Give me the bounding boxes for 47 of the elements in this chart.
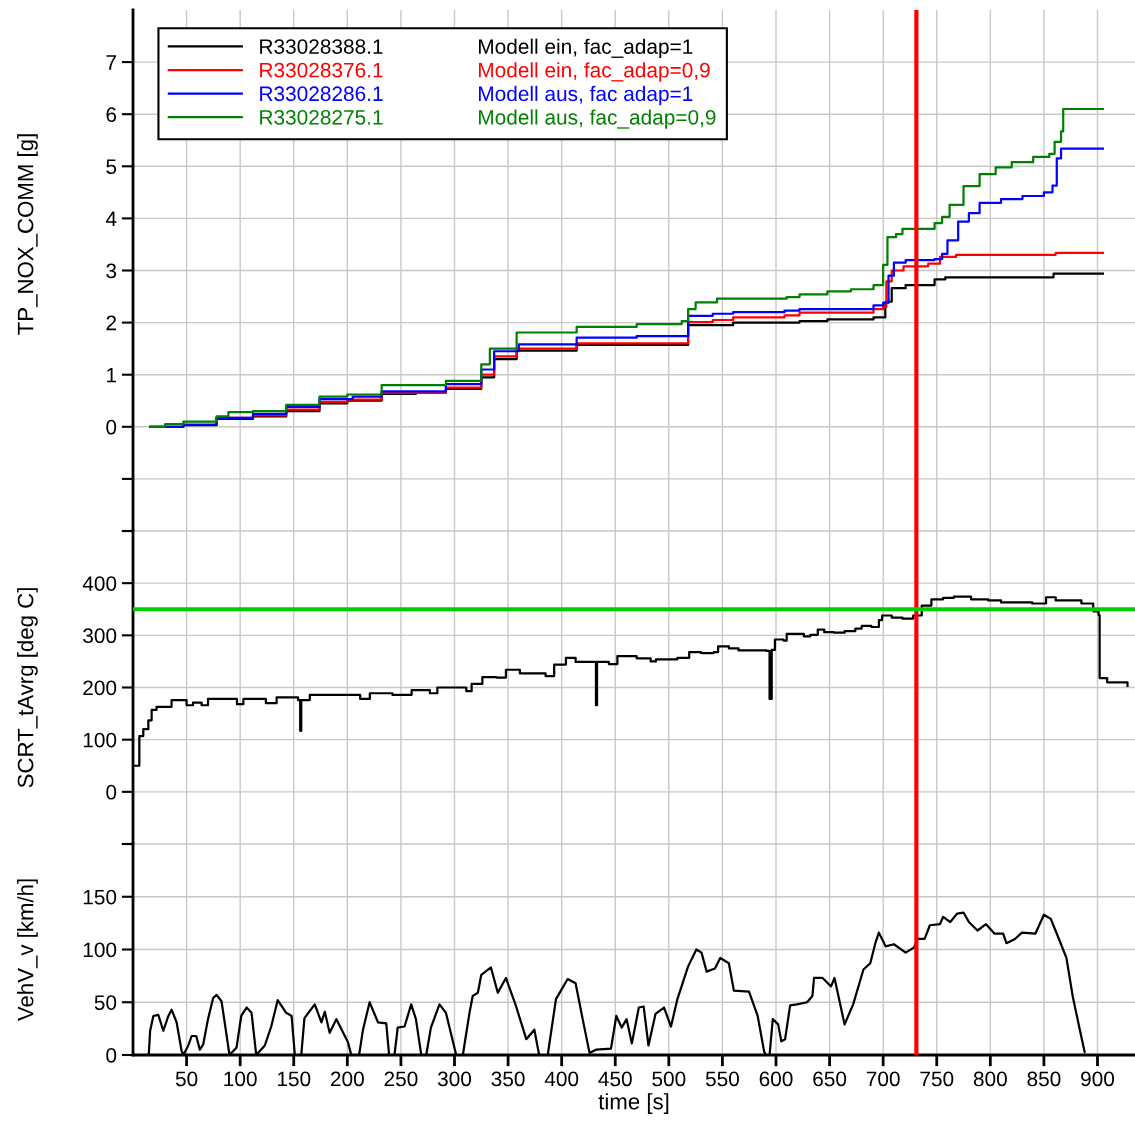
y-tick-label: 400 bbox=[82, 576, 117, 591]
x-tick-label: 850 bbox=[1027, 1071, 1061, 1087]
y-tick-label: 100 bbox=[83, 942, 117, 958]
y-tick-label: 3 bbox=[106, 263, 117, 279]
legend-label: R33028376.1 bbox=[260, 62, 383, 78]
y-tick-label: 4 bbox=[105, 211, 117, 226]
y-axis-title: VehV_v [km/h] bbox=[17, 879, 38, 1022]
legend-label: R33028275.1 bbox=[260, 109, 383, 125]
y-axis-title: SCRT_tAvrg [deg C] bbox=[17, 588, 38, 788]
y-axis-title: TP_NOX_COMM [g] bbox=[17, 134, 38, 335]
annotation: Modell ein, fac_adap=0,9 bbox=[479, 62, 710, 82]
x-tick-label: 800 bbox=[973, 1071, 1007, 1087]
x-tick-label: 100 bbox=[224, 1071, 257, 1087]
x-tick-label: 400 bbox=[544, 1071, 579, 1087]
y-tick-label: 0 bbox=[106, 784, 117, 800]
x-tick-label: 350 bbox=[491, 1071, 525, 1087]
y-tick-label: 200 bbox=[83, 680, 117, 696]
y-tick-label: 100 bbox=[83, 732, 117, 748]
x-tick-label: 700 bbox=[866, 1071, 900, 1087]
y-tick-label: 7 bbox=[106, 55, 116, 70]
x-tick-label: 450 bbox=[598, 1071, 632, 1087]
x-tick-label: 50 bbox=[175, 1071, 198, 1087]
y-tick-label: 2 bbox=[106, 315, 116, 331]
legend-label: R33028286.1 bbox=[260, 86, 383, 102]
y-tick-label: 6 bbox=[106, 107, 117, 122]
x-tick-label: 500 bbox=[652, 1071, 686, 1087]
x-axis-title: time [s] bbox=[598, 1093, 669, 1114]
annotation: Modell aus, fac adap=1 bbox=[479, 85, 693, 106]
y-tick-label: 1 bbox=[107, 367, 117, 383]
x-tick-label: 150 bbox=[277, 1071, 311, 1087]
x-tick-label: 200 bbox=[331, 1071, 364, 1087]
x-tick-label: 300 bbox=[437, 1071, 472, 1087]
annotation: Modell ein, fac_adap=1 bbox=[479, 38, 693, 59]
y-tick-label: 300 bbox=[83, 628, 117, 644]
x-tick-label: 900 bbox=[1081, 1071, 1115, 1087]
x-tick-label: 750 bbox=[920, 1071, 954, 1087]
legend-label: R33028388.1 bbox=[260, 39, 383, 54]
y-tick-label: 0 bbox=[106, 419, 117, 435]
annotation: Modell aus, fac_adap=0,9 bbox=[479, 109, 716, 129]
y-tick-label: 0 bbox=[106, 1048, 117, 1063]
y-tick-label: 150 bbox=[83, 889, 117, 905]
x-tick-label: 650 bbox=[813, 1071, 847, 1087]
x-tick-label: 550 bbox=[705, 1071, 739, 1087]
y-tick-label: 5 bbox=[106, 159, 117, 175]
x-tick-label: 600 bbox=[759, 1071, 793, 1087]
y-tick-label: 50 bbox=[94, 995, 117, 1010]
x-tick-label: 250 bbox=[384, 1071, 418, 1087]
